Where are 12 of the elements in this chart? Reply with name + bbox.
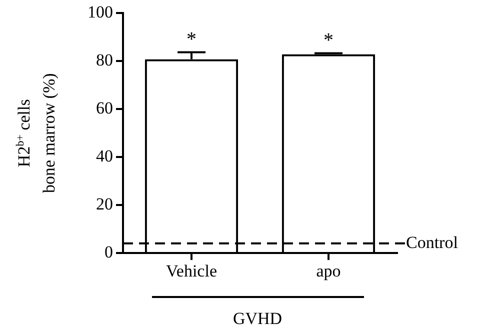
x-axis-title: GVHD	[232, 309, 282, 328]
y-tick-label: 100	[88, 2, 113, 22]
ref-line-label: Control	[406, 232, 458, 252]
y-tick-label: 80	[96, 50, 113, 70]
y-tick-label: 60	[96, 98, 113, 118]
y-tick-label: 40	[96, 146, 113, 166]
x-tick-label: apo	[316, 262, 341, 281]
x-tick-label: Vehicle	[166, 262, 217, 281]
y-tick-label: 0	[104, 242, 113, 262]
annotation: *	[324, 29, 334, 52]
annotation: *	[186, 28, 196, 51]
y-tick-label: 20	[96, 194, 113, 214]
